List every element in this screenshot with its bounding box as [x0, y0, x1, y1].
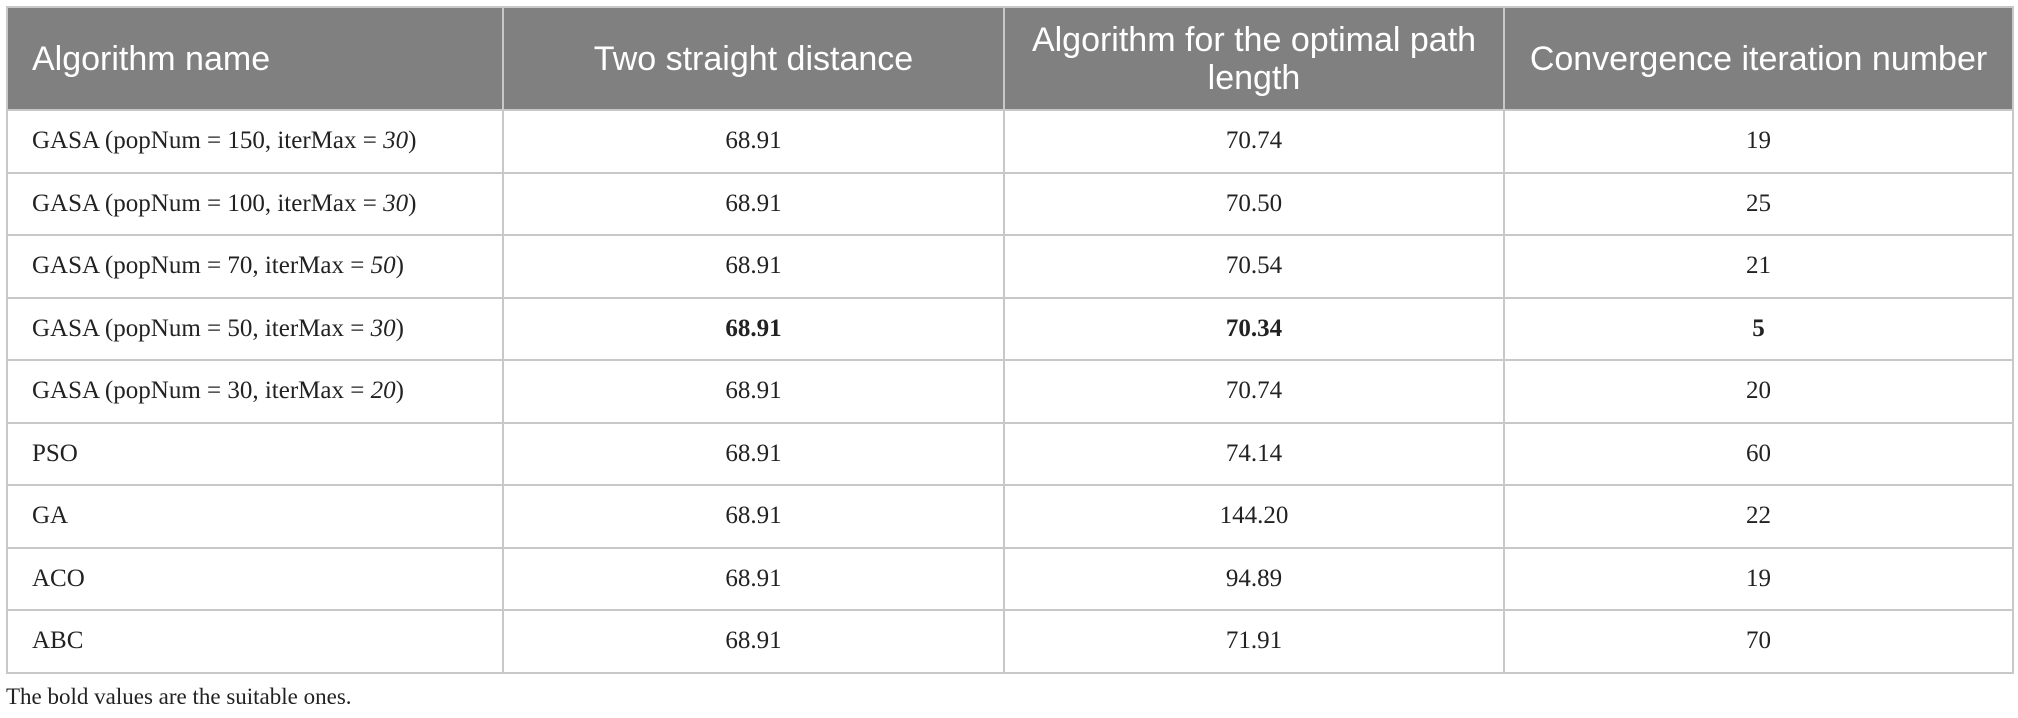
table-row: GA 68.91 144.20 22: [6, 484, 2014, 549]
table-body: GASA (popNum = 150, iterMax = 30) 68.91 70…: [6, 109, 2014, 674]
results-table: Algorithm name Two straight distance Algor…: [6, 6, 2014, 674]
cell-text: ): [408, 189, 417, 217]
cell-text: ): [395, 377, 404, 405]
table-cell: 20: [1503, 359, 2014, 424]
table-cell: 25: [1503, 171, 2014, 236]
footnote: The bold values are the suitable ones.: [6, 684, 352, 709]
cell-text: GASA (popNum = 100, iterMax =: [32, 189, 384, 217]
table-cell: 5: [1503, 296, 2014, 361]
cell-text: GASA (popNum = 150, iterMax =: [32, 127, 384, 155]
cell-text: GASA (popNum = 50, iterMax =: [32, 314, 371, 342]
table-row: GASA (popNum = 30, iterMax = 20) 68.91 70.…: [6, 359, 2014, 424]
table-cell: GA: [6, 484, 504, 549]
table-cell: 144.20: [1003, 484, 1505, 549]
table-cell: 68.91: [502, 421, 1005, 486]
cell-text: GASA (popNum = 30, iterMax =: [32, 377, 371, 405]
italic-value: 30: [383, 127, 409, 155]
cell-text: ): [395, 252, 404, 280]
header-cell: Algorithm name: [6, 6, 504, 111]
table-cell: 70.74: [1003, 359, 1505, 424]
table-cell: 68.91: [502, 296, 1005, 361]
table-row: ABC 68.91 71.91 70: [6, 609, 2014, 674]
table-cell: ABC: [6, 609, 504, 674]
table-cell: 68.91: [502, 546, 1005, 611]
table-cell: GASA (popNum = 30, iterMax = 20): [6, 359, 504, 424]
table-cell: GASA (popNum = 50, iterMax = 30): [6, 296, 504, 361]
header-cell: Algorithm for the optimal path length: [1003, 6, 1505, 111]
header-cell: Two straight distance: [502, 6, 1005, 111]
table-cell: 68.91: [502, 171, 1005, 236]
table-cell: 70.54: [1003, 234, 1505, 299]
table-row: ACO 68.91 94.89 19: [6, 546, 2014, 611]
table-cell: 70: [1503, 609, 2014, 674]
cell-text: ): [395, 314, 404, 342]
cell-text: ): [408, 127, 417, 155]
italic-value: 50: [370, 252, 396, 280]
table-cell: 21: [1503, 234, 2014, 299]
italic-value: 30: [383, 189, 409, 217]
table-cell: GASA (popNum = 100, iterMax = 30): [6, 171, 504, 236]
table-row: PSO 68.91 74.14 60: [6, 421, 2014, 486]
table-cell: 19: [1503, 546, 2014, 611]
table-row: GASA (popNum = 50, iterMax = 30) 68.91 70.…: [6, 296, 2014, 361]
italic-value: 30: [370, 314, 396, 342]
table-row: GASA (popNum = 100, iterMax = 30) 68.91 70…: [6, 171, 2014, 236]
italic-value: 20: [370, 377, 396, 405]
table-cell: 94.89: [1003, 546, 1505, 611]
table-wrap: Algorithm name Two straight distance Algor…: [6, 6, 2014, 674]
table-cell: 70.50: [1003, 171, 1505, 236]
table-cell: 68.91: [502, 234, 1005, 299]
table-cell: 68.91: [502, 109, 1005, 174]
table-cell: 60: [1503, 421, 2014, 486]
table-cell: 19: [1503, 109, 2014, 174]
table-cell: 68.91: [502, 609, 1005, 674]
cell-text: GASA (popNum = 70, iterMax =: [32, 252, 371, 280]
table-cell: GASA (popNum = 150, iterMax = 30): [6, 109, 504, 174]
table-cell: GASA (popNum = 70, iterMax = 50): [6, 234, 504, 299]
table-row: GASA (popNum = 70, iterMax = 50) 68.91 70.…: [6, 234, 2014, 299]
table-cell: 68.91: [502, 359, 1005, 424]
table-row: GASA (popNum = 150, iterMax = 30) 68.91 70…: [6, 109, 2014, 174]
header-row: Algorithm name Two straight distance Algor…: [6, 6, 2014, 111]
table-cell: PSO: [6, 421, 504, 486]
table-cell: 70.34: [1003, 296, 1505, 361]
table-cell: 68.91: [502, 484, 1005, 549]
table-cell: 71.91: [1003, 609, 1505, 674]
header-cell: Convergence iteration number: [1503, 6, 2014, 111]
table-cell: 70.74: [1003, 109, 1505, 174]
table-cell: 74.14: [1003, 421, 1505, 486]
table-cell: ACO: [6, 546, 504, 611]
table-cell: 22: [1503, 484, 2014, 549]
